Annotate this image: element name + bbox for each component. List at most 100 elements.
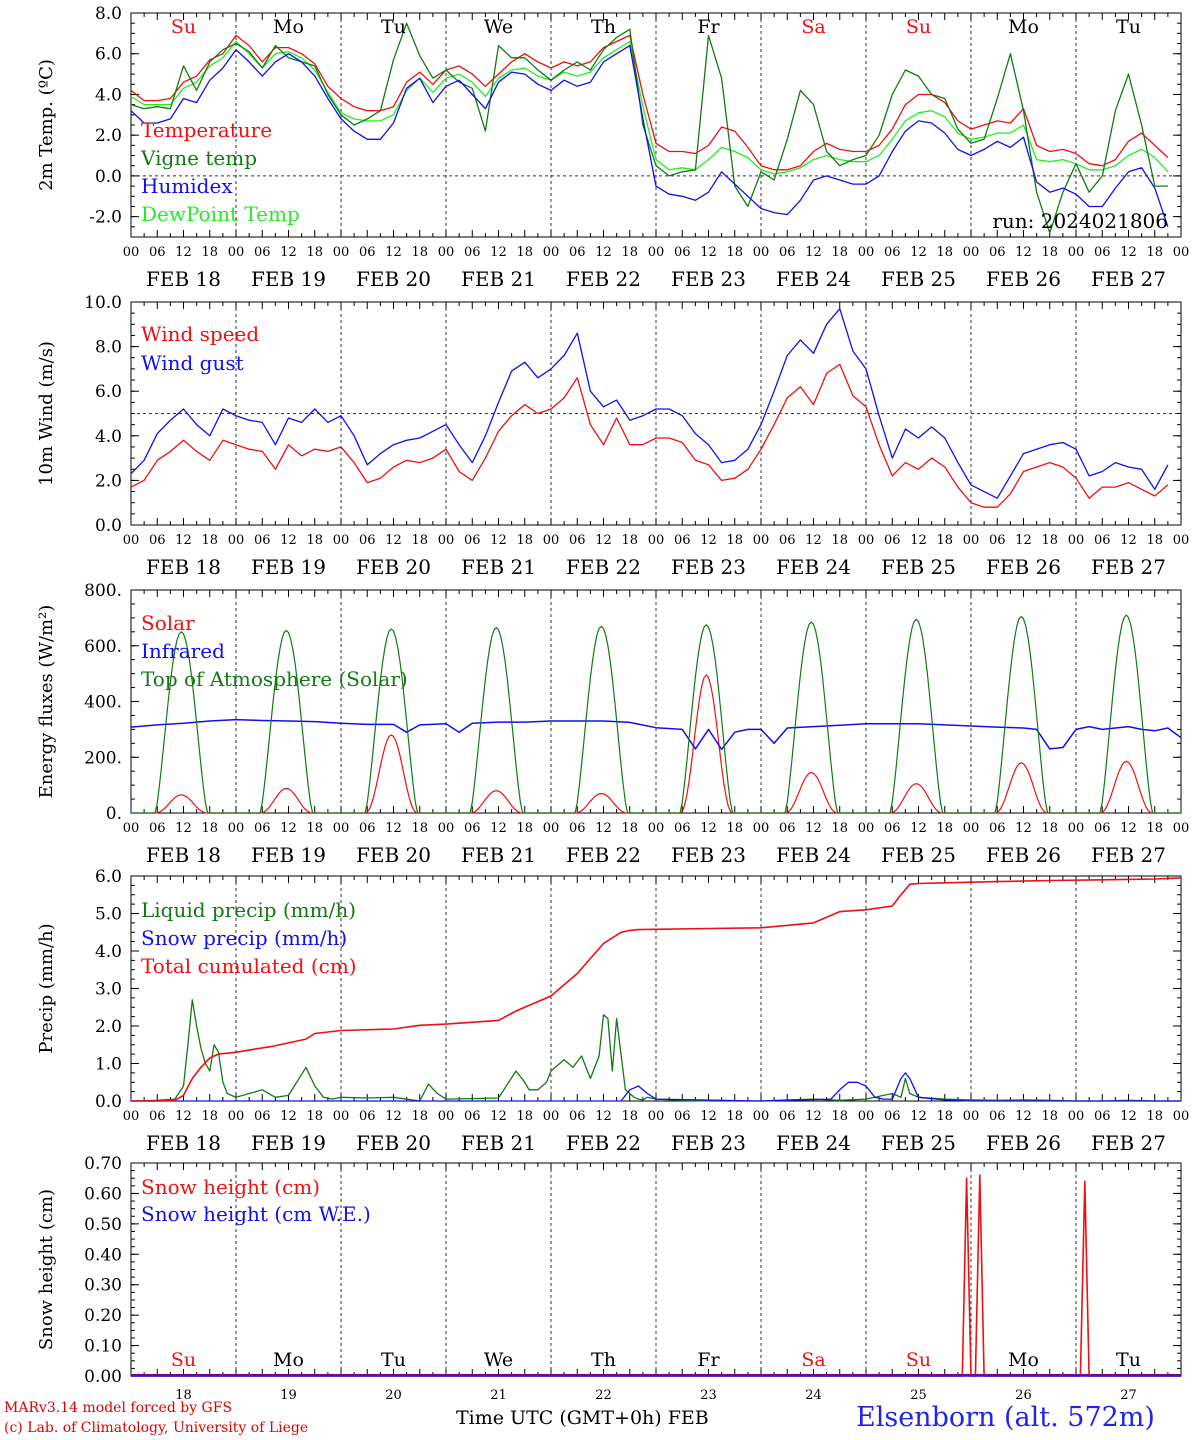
y-tick-label: 5.0 bbox=[95, 905, 122, 925]
day-number-label: 27 bbox=[1120, 1388, 1137, 1403]
x-hour-label: 12 bbox=[490, 1109, 507, 1124]
x-hour-label: 18 bbox=[516, 1109, 533, 1124]
x-date-label: FEB 27 bbox=[1091, 843, 1166, 867]
legend-entry: Snow precip (mm/h) bbox=[141, 926, 347, 950]
x-hour-label: 18 bbox=[831, 1109, 848, 1124]
x-hour-label: 06 bbox=[464, 821, 481, 836]
x-hour-label: 00 bbox=[438, 821, 455, 836]
y-tick-label: 0.40 bbox=[84, 1245, 122, 1265]
x-hour-label: 12 bbox=[280, 1109, 297, 1124]
x-hour-label: 18 bbox=[726, 1109, 743, 1124]
x-hour-label: 12 bbox=[385, 821, 402, 836]
y-tick-label: 0.0 bbox=[95, 516, 122, 536]
x-date-label: FEB 25 bbox=[881, 555, 956, 579]
x-hour-label: 18 bbox=[726, 533, 743, 548]
x-hour-label: 06 bbox=[989, 533, 1006, 548]
y-axis-label: Snow height (cm) bbox=[36, 1189, 57, 1350]
weekday-label: We bbox=[484, 1349, 513, 1371]
x-date-label: FEB 23 bbox=[671, 555, 746, 579]
x-hour-label: 18 bbox=[306, 533, 323, 548]
y-tick-label: 600. bbox=[84, 637, 122, 657]
weekday-label: Sa bbox=[801, 16, 825, 38]
x-hour-label: 06 bbox=[569, 245, 586, 260]
series-line bbox=[131, 614, 1181, 814]
day-number-label: 22 bbox=[595, 1388, 612, 1403]
x-hour-label: 06 bbox=[359, 1109, 376, 1124]
x-date-label: FEB 22 bbox=[566, 1131, 641, 1155]
x-date-label: FEB 27 bbox=[1091, 1131, 1166, 1155]
x-hour-label: 12 bbox=[385, 1109, 402, 1124]
x-date-label: FEB 20 bbox=[356, 843, 431, 867]
weekday-label: Fr bbox=[697, 1349, 720, 1371]
x-hour-label: 06 bbox=[989, 245, 1006, 260]
x-hour-label: 06 bbox=[359, 245, 376, 260]
y-tick-label: 1.0 bbox=[95, 1055, 122, 1075]
x-hour-label: 00 bbox=[963, 1109, 980, 1124]
x-hour-label: 06 bbox=[149, 821, 166, 836]
x-hour-label: 00 bbox=[543, 1109, 560, 1124]
x-hour-label: 06 bbox=[149, 245, 166, 260]
weekday-label: Su bbox=[171, 1349, 196, 1371]
x-hour-label: 06 bbox=[464, 533, 481, 548]
x-hour-label: 00 bbox=[1068, 821, 1085, 836]
x-date-label: FEB 18 bbox=[146, 267, 221, 291]
x-hour-label: 06 bbox=[674, 533, 691, 548]
x-hour-label: 12 bbox=[595, 1109, 612, 1124]
y-tick-label: 6.0 bbox=[95, 382, 122, 402]
x-hour-label: 12 bbox=[175, 821, 192, 836]
weekday-label: Sa bbox=[801, 1349, 825, 1371]
weekday-label: Mo bbox=[1008, 1349, 1039, 1371]
weekday-label: Su bbox=[906, 16, 931, 38]
series-line bbox=[130, 22, 1168, 234]
x-hour-label: 00 bbox=[858, 821, 875, 836]
y-tick-label: 6.0 bbox=[95, 45, 122, 65]
weekday-label: Mo bbox=[273, 1349, 304, 1371]
x-hour-label: 06 bbox=[569, 1109, 586, 1124]
x-hour-label: 00 bbox=[963, 245, 980, 260]
x-date-label: FEB 20 bbox=[356, 1131, 431, 1155]
y-tick-label: 400. bbox=[84, 693, 122, 713]
x-hour-label: 12 bbox=[700, 245, 717, 260]
x-hour-label: 00 bbox=[648, 245, 665, 260]
x-date-label: FEB 26 bbox=[986, 843, 1061, 867]
x-hour-label: 00 bbox=[1173, 1109, 1190, 1124]
y-tick-label: 0.20 bbox=[84, 1306, 122, 1326]
x-hour-label: 18 bbox=[516, 821, 533, 836]
series-line bbox=[131, 877, 1182, 1102]
x-hour-label: 06 bbox=[989, 821, 1006, 836]
x-hour-label: 12 bbox=[175, 533, 192, 548]
x-hour-label: 06 bbox=[884, 245, 901, 260]
day-number-label: 20 bbox=[385, 1388, 402, 1403]
legend-entry: Humidex bbox=[141, 174, 233, 198]
y-tick-label: 0.0 bbox=[95, 1092, 122, 1112]
x-date-label: FEB 23 bbox=[671, 267, 746, 291]
x-date-label: FEB 18 bbox=[146, 843, 221, 867]
x-hour-label: 00 bbox=[963, 821, 980, 836]
time-axis-title: Time UTC (GMT+0h) FEB bbox=[456, 1407, 709, 1429]
y-tick-label: 10.0 bbox=[84, 293, 122, 313]
x-hour-label: 18 bbox=[516, 533, 533, 548]
legend-entry: Total cumulated (cm) bbox=[141, 954, 357, 978]
x-hour-label: 06 bbox=[674, 1109, 691, 1124]
y-tick-label: 200. bbox=[84, 748, 122, 768]
x-hour-label: 18 bbox=[1146, 245, 1163, 260]
x-hour-label: 18 bbox=[1041, 821, 1058, 836]
day-number-label: 23 bbox=[700, 1388, 717, 1403]
x-hour-label: 00 bbox=[333, 1109, 350, 1124]
x-hour-label: 06 bbox=[254, 245, 271, 260]
x-hour-label: 00 bbox=[648, 1109, 665, 1124]
x-hour-label: 12 bbox=[805, 1109, 822, 1124]
x-hour-label: 06 bbox=[1094, 533, 1111, 548]
x-hour-label: 12 bbox=[700, 1109, 717, 1124]
x-hour-label: 00 bbox=[333, 821, 350, 836]
x-hour-label: 06 bbox=[359, 533, 376, 548]
x-hour-label: 12 bbox=[490, 533, 507, 548]
x-date-label: FEB 23 bbox=[671, 1131, 746, 1155]
x-hour-label: 18 bbox=[201, 1109, 218, 1124]
series-line bbox=[130, 40, 1169, 175]
x-hour-label: 00 bbox=[1068, 245, 1085, 260]
x-hour-label: 12 bbox=[1015, 821, 1032, 836]
x-hour-label: 18 bbox=[1041, 533, 1058, 548]
x-date-label: FEB 27 bbox=[1091, 267, 1166, 291]
x-hour-label: 00 bbox=[123, 821, 140, 836]
